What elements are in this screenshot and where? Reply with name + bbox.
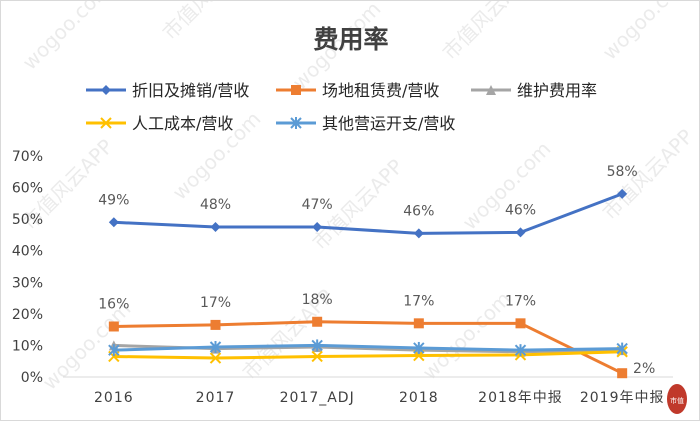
series-line [113, 350, 623, 360]
data-label: 46% [505, 202, 536, 218]
data-point [108, 321, 119, 332]
watermark-text: wogoo.com [18, 1, 116, 75]
data-point [413, 228, 424, 239]
data-label: 17% [403, 293, 434, 309]
data-label: 2% [633, 361, 655, 377]
x-tick-label: 2018 [399, 390, 439, 406]
axes: 0% 10% 20% 30% 40% 50% 60% 70% 2016 2017 2017_ADJ 2… [12, 149, 673, 406]
data-point [413, 318, 424, 329]
legend-label: 维护费用率 [517, 81, 597, 100]
y-tick-label: 30% [12, 275, 43, 291]
y-tick-label: 40% [12, 244, 43, 260]
x-tick-label: 2017_ADJ [280, 390, 355, 406]
legend-marker [101, 85, 111, 95]
data-point [514, 344, 527, 357]
data-point [108, 217, 119, 228]
legend-marker [290, 117, 302, 129]
legend-item: 其他营运开支/营收 [276, 114, 455, 133]
data-point [311, 339, 323, 352]
series-line [113, 320, 623, 375]
legend-marker [486, 85, 496, 95]
chart-title: 费用率 [313, 25, 388, 54]
data-point [210, 319, 221, 330]
data-label: 49% [98, 192, 129, 208]
legend-item: 维护费用率 [471, 81, 597, 100]
data-point [312, 316, 323, 327]
data-point [515, 227, 526, 238]
y-tick-label: 10% [12, 338, 43, 354]
series-4 [108, 339, 628, 357]
data-label: 18% [302, 292, 333, 308]
x-tick-label: 2019年中报 [580, 390, 665, 406]
data-label: 17% [505, 293, 536, 309]
watermark-text: 市值风云APP [438, 1, 538, 65]
series-layer [108, 188, 628, 379]
legend-label: 场地租赁费/营收 [322, 81, 439, 100]
data-label: 46% [403, 203, 434, 219]
x-tick-label: 2018年中报 [478, 390, 563, 406]
series-line [113, 192, 623, 235]
series-line [113, 343, 623, 352]
data-point [210, 222, 221, 233]
data-label: 16% [98, 296, 129, 312]
data-point [311, 350, 323, 363]
x-tick-label: 2016 [94, 390, 134, 406]
y-tick-label: 60% [12, 181, 43, 197]
legend-label: 其他营运开支/营收 [322, 114, 455, 133]
series-1 [108, 316, 628, 379]
data-label: 17% [200, 295, 231, 311]
x-tick-label: 2017 [196, 390, 236, 406]
legend-marker [291, 85, 301, 95]
legend-item: 折旧及摊销/营收 [86, 81, 249, 100]
y-tick-label: 20% [12, 307, 43, 323]
data-label: 58% [607, 164, 638, 180]
y-tick-label: 50% [12, 212, 43, 228]
legend-label: 人工成本/营收 [132, 114, 233, 133]
y-tick-label: 70% [12, 149, 43, 165]
data-point [108, 344, 120, 357]
legend-item: 人工成本/营收 [86, 114, 233, 133]
legend-label: 折旧及摊销/营收 [132, 81, 249, 100]
data-point [617, 188, 628, 199]
watermark-text: wogoo.com [458, 137, 556, 235]
legend-item: 场地租赁费/营收 [276, 81, 439, 100]
watermark-text: 市值风云APP [158, 1, 258, 45]
data-label: 47% [302, 197, 333, 213]
data-point [209, 341, 222, 354]
watermark-text: wogoo.com [598, 1, 696, 65]
data-point [413, 341, 425, 354]
seal-shape [667, 384, 687, 414]
series-0 [108, 188, 628, 239]
y-tick-label: 0% [21, 370, 43, 386]
data-point [515, 318, 526, 329]
data-labels: 49% 48% 47% 46% 46% 58% 16% 17% 18% 17% 17% 2% [98, 164, 655, 377]
legend-marker [100, 117, 112, 129]
data-label: 48% [200, 197, 231, 213]
seal-text: 市值 [670, 396, 684, 405]
data-point [617, 368, 628, 379]
data-point [312, 222, 323, 233]
data-point [616, 342, 628, 355]
seal-logo: 市值 [667, 384, 687, 414]
data-point [209, 352, 222, 364]
